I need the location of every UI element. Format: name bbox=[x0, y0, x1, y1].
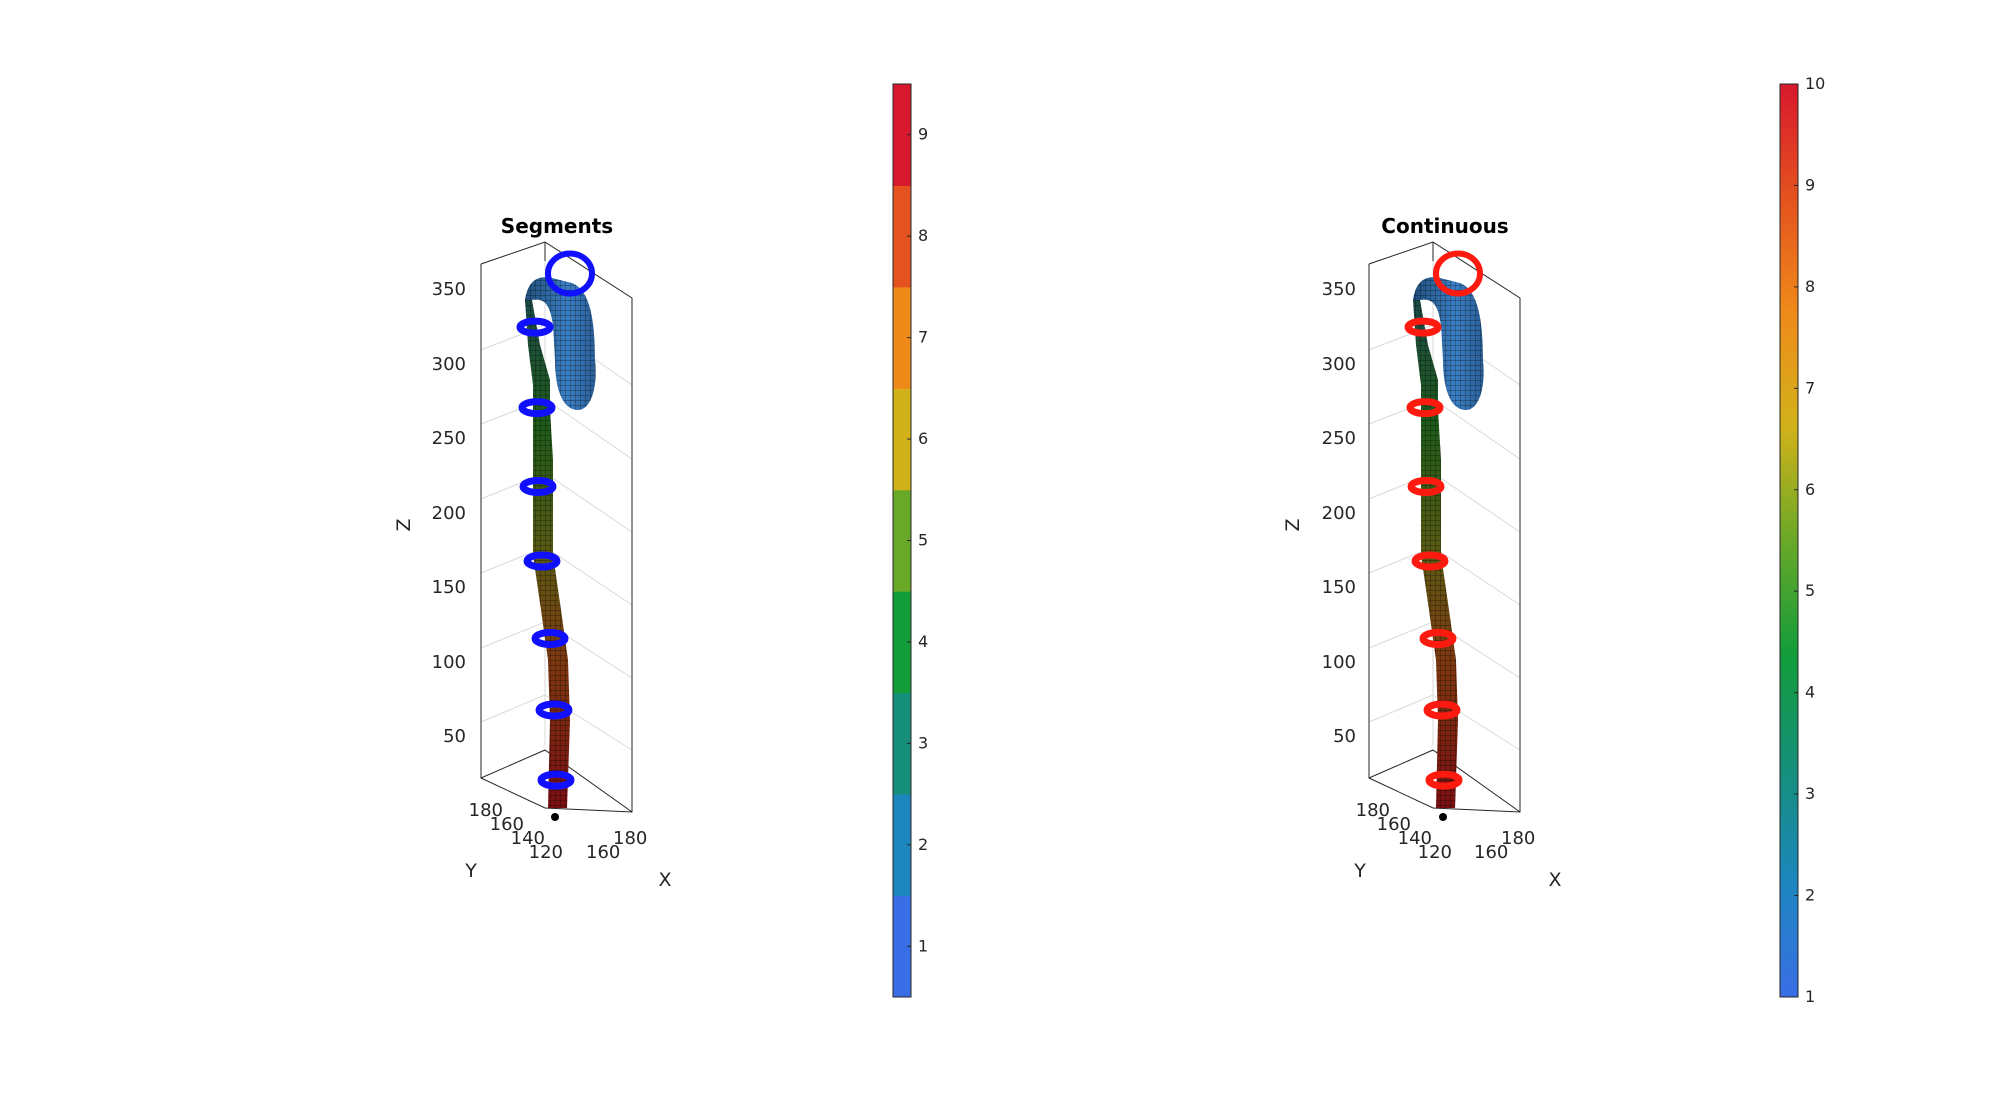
colorbar-segment bbox=[893, 895, 911, 998]
y-tick: 180 bbox=[1356, 800, 1390, 821]
ring-marker bbox=[1433, 250, 1483, 297]
z-axis-ticks: 50 100 150 200 250 300 350 bbox=[432, 279, 466, 747]
plot-segments: Segments 50 100 150 200 250 300 350 Z 12… bbox=[393, 83, 928, 998]
y-axis-ticks: 120 140 160 180 bbox=[469, 800, 563, 863]
z-tick: 50 bbox=[443, 726, 466, 747]
x-tick: 180 bbox=[613, 828, 647, 849]
ring-marker bbox=[1411, 551, 1449, 571]
z-tick: 100 bbox=[1322, 652, 1356, 673]
segment-rings bbox=[516, 250, 595, 790]
colorbar-segment bbox=[893, 489, 911, 592]
y-tick: 180 bbox=[469, 800, 503, 821]
tube-surface bbox=[525, 277, 596, 821]
x-tick: 160 bbox=[586, 842, 620, 863]
colorbar-tick-label: 2 bbox=[1805, 886, 1815, 905]
z-tick: 350 bbox=[432, 279, 466, 300]
colorbar-gradient bbox=[1780, 84, 1798, 997]
z-tick: 50 bbox=[1333, 726, 1356, 747]
y-tick: 120 bbox=[1418, 842, 1452, 863]
z-tick: 200 bbox=[432, 503, 466, 524]
z-tick: 150 bbox=[1322, 577, 1356, 598]
colorbar-tick-label: 1 bbox=[918, 936, 928, 955]
ring-marker bbox=[531, 629, 569, 649]
z-tick: 250 bbox=[432, 428, 466, 449]
x-tick: 180 bbox=[1501, 828, 1535, 849]
ring-marker bbox=[518, 398, 556, 418]
y-tick: 120 bbox=[529, 842, 563, 863]
ring-marker bbox=[519, 477, 557, 497]
colorbar-tick-label: 1 bbox=[1805, 987, 1815, 1006]
z-tick: 350 bbox=[1322, 279, 1356, 300]
ring-marker bbox=[516, 317, 554, 337]
chart-title: Continuous bbox=[1381, 214, 1508, 238]
colorbar-segment bbox=[893, 84, 911, 186]
y-tick: 160 bbox=[1377, 814, 1411, 835]
ring-marker bbox=[545, 250, 595, 297]
colorbar-tick-label: 3 bbox=[1805, 784, 1815, 803]
y-axis-label: Y bbox=[464, 860, 477, 882]
x-axis-label: X bbox=[658, 869, 671, 891]
z-axis-label: Z bbox=[1282, 518, 1304, 531]
chart-title: Segments bbox=[501, 214, 613, 238]
colorbar-tick-label: 3 bbox=[918, 733, 928, 752]
colorbar-segment bbox=[893, 794, 911, 897]
y-tick: 160 bbox=[490, 814, 524, 835]
x-axis-label: X bbox=[1548, 869, 1561, 891]
colorbar-tick-label: 7 bbox=[1805, 378, 1815, 397]
colorbar-tick-label: 4 bbox=[1805, 683, 1815, 702]
plot-continuous: Continuous 50 100 150 200 250 300 350 Z … bbox=[1282, 74, 1825, 1006]
z-tick: 300 bbox=[1322, 354, 1356, 375]
y-axis-label: Y bbox=[1353, 860, 1366, 882]
tube-surface bbox=[1413, 277, 1484, 821]
colorbar-tick-label: 7 bbox=[918, 328, 928, 347]
colorbar-segment bbox=[893, 388, 911, 491]
ring-marker bbox=[1423, 700, 1461, 720]
y-tick: 140 bbox=[511, 828, 545, 849]
ring-marker bbox=[1425, 770, 1463, 790]
segment-rings bbox=[1404, 250, 1483, 790]
y-axis-ticks: 120 140 160 180 bbox=[1356, 800, 1452, 863]
ring-marker bbox=[535, 700, 573, 720]
colorbar-tick-label: 2 bbox=[918, 835, 928, 854]
ring-marker bbox=[523, 551, 561, 571]
y-tick: 140 bbox=[1398, 828, 1432, 849]
colorbar-segment bbox=[893, 286, 911, 389]
colorbar-tick-label: 5 bbox=[918, 531, 928, 550]
ring-marker bbox=[1406, 398, 1444, 418]
colorbar-tick-label: 9 bbox=[918, 125, 928, 144]
z-tick: 100 bbox=[432, 652, 466, 673]
colorbar-segment bbox=[893, 591, 911, 694]
colorbar-tick-label: 6 bbox=[918, 429, 928, 448]
ring-marker bbox=[1419, 629, 1457, 649]
x-tick: 160 bbox=[1474, 842, 1508, 863]
z-axis-ticks: 50 100 150 200 250 300 350 bbox=[1322, 279, 1356, 747]
colorbar: 1 2 3 4 5 6 7 8 9 bbox=[892, 83, 928, 998]
z-tick: 250 bbox=[1322, 428, 1356, 449]
ring-marker bbox=[1407, 477, 1445, 497]
colorbar-tick-label: 8 bbox=[918, 226, 928, 245]
colorbar-tick-label: 9 bbox=[1805, 175, 1815, 194]
z-tick: 200 bbox=[1322, 503, 1356, 524]
ring-marker bbox=[1404, 317, 1442, 337]
colorbar-tick-label: 4 bbox=[918, 632, 928, 651]
colorbar-segment bbox=[893, 692, 911, 795]
z-tick: 150 bbox=[432, 577, 466, 598]
ring-marker bbox=[537, 770, 575, 790]
colorbar-tick-label: 8 bbox=[1805, 277, 1815, 296]
x-axis-ticks: 160 180 bbox=[1474, 828, 1535, 863]
colorbar: 1 2 3 4 5 6 7 8 9 10 bbox=[1779, 74, 1825, 1006]
z-axis-label: Z bbox=[393, 518, 415, 531]
z-tick: 300 bbox=[432, 354, 466, 375]
colorbar-tick-label: 5 bbox=[1805, 581, 1815, 600]
colorbar-segment bbox=[893, 185, 911, 288]
x-axis-ticks: 160 180 bbox=[586, 828, 647, 863]
colorbar-tick-label: 6 bbox=[1805, 480, 1815, 499]
colorbar-tick-label: 10 bbox=[1805, 74, 1825, 93]
